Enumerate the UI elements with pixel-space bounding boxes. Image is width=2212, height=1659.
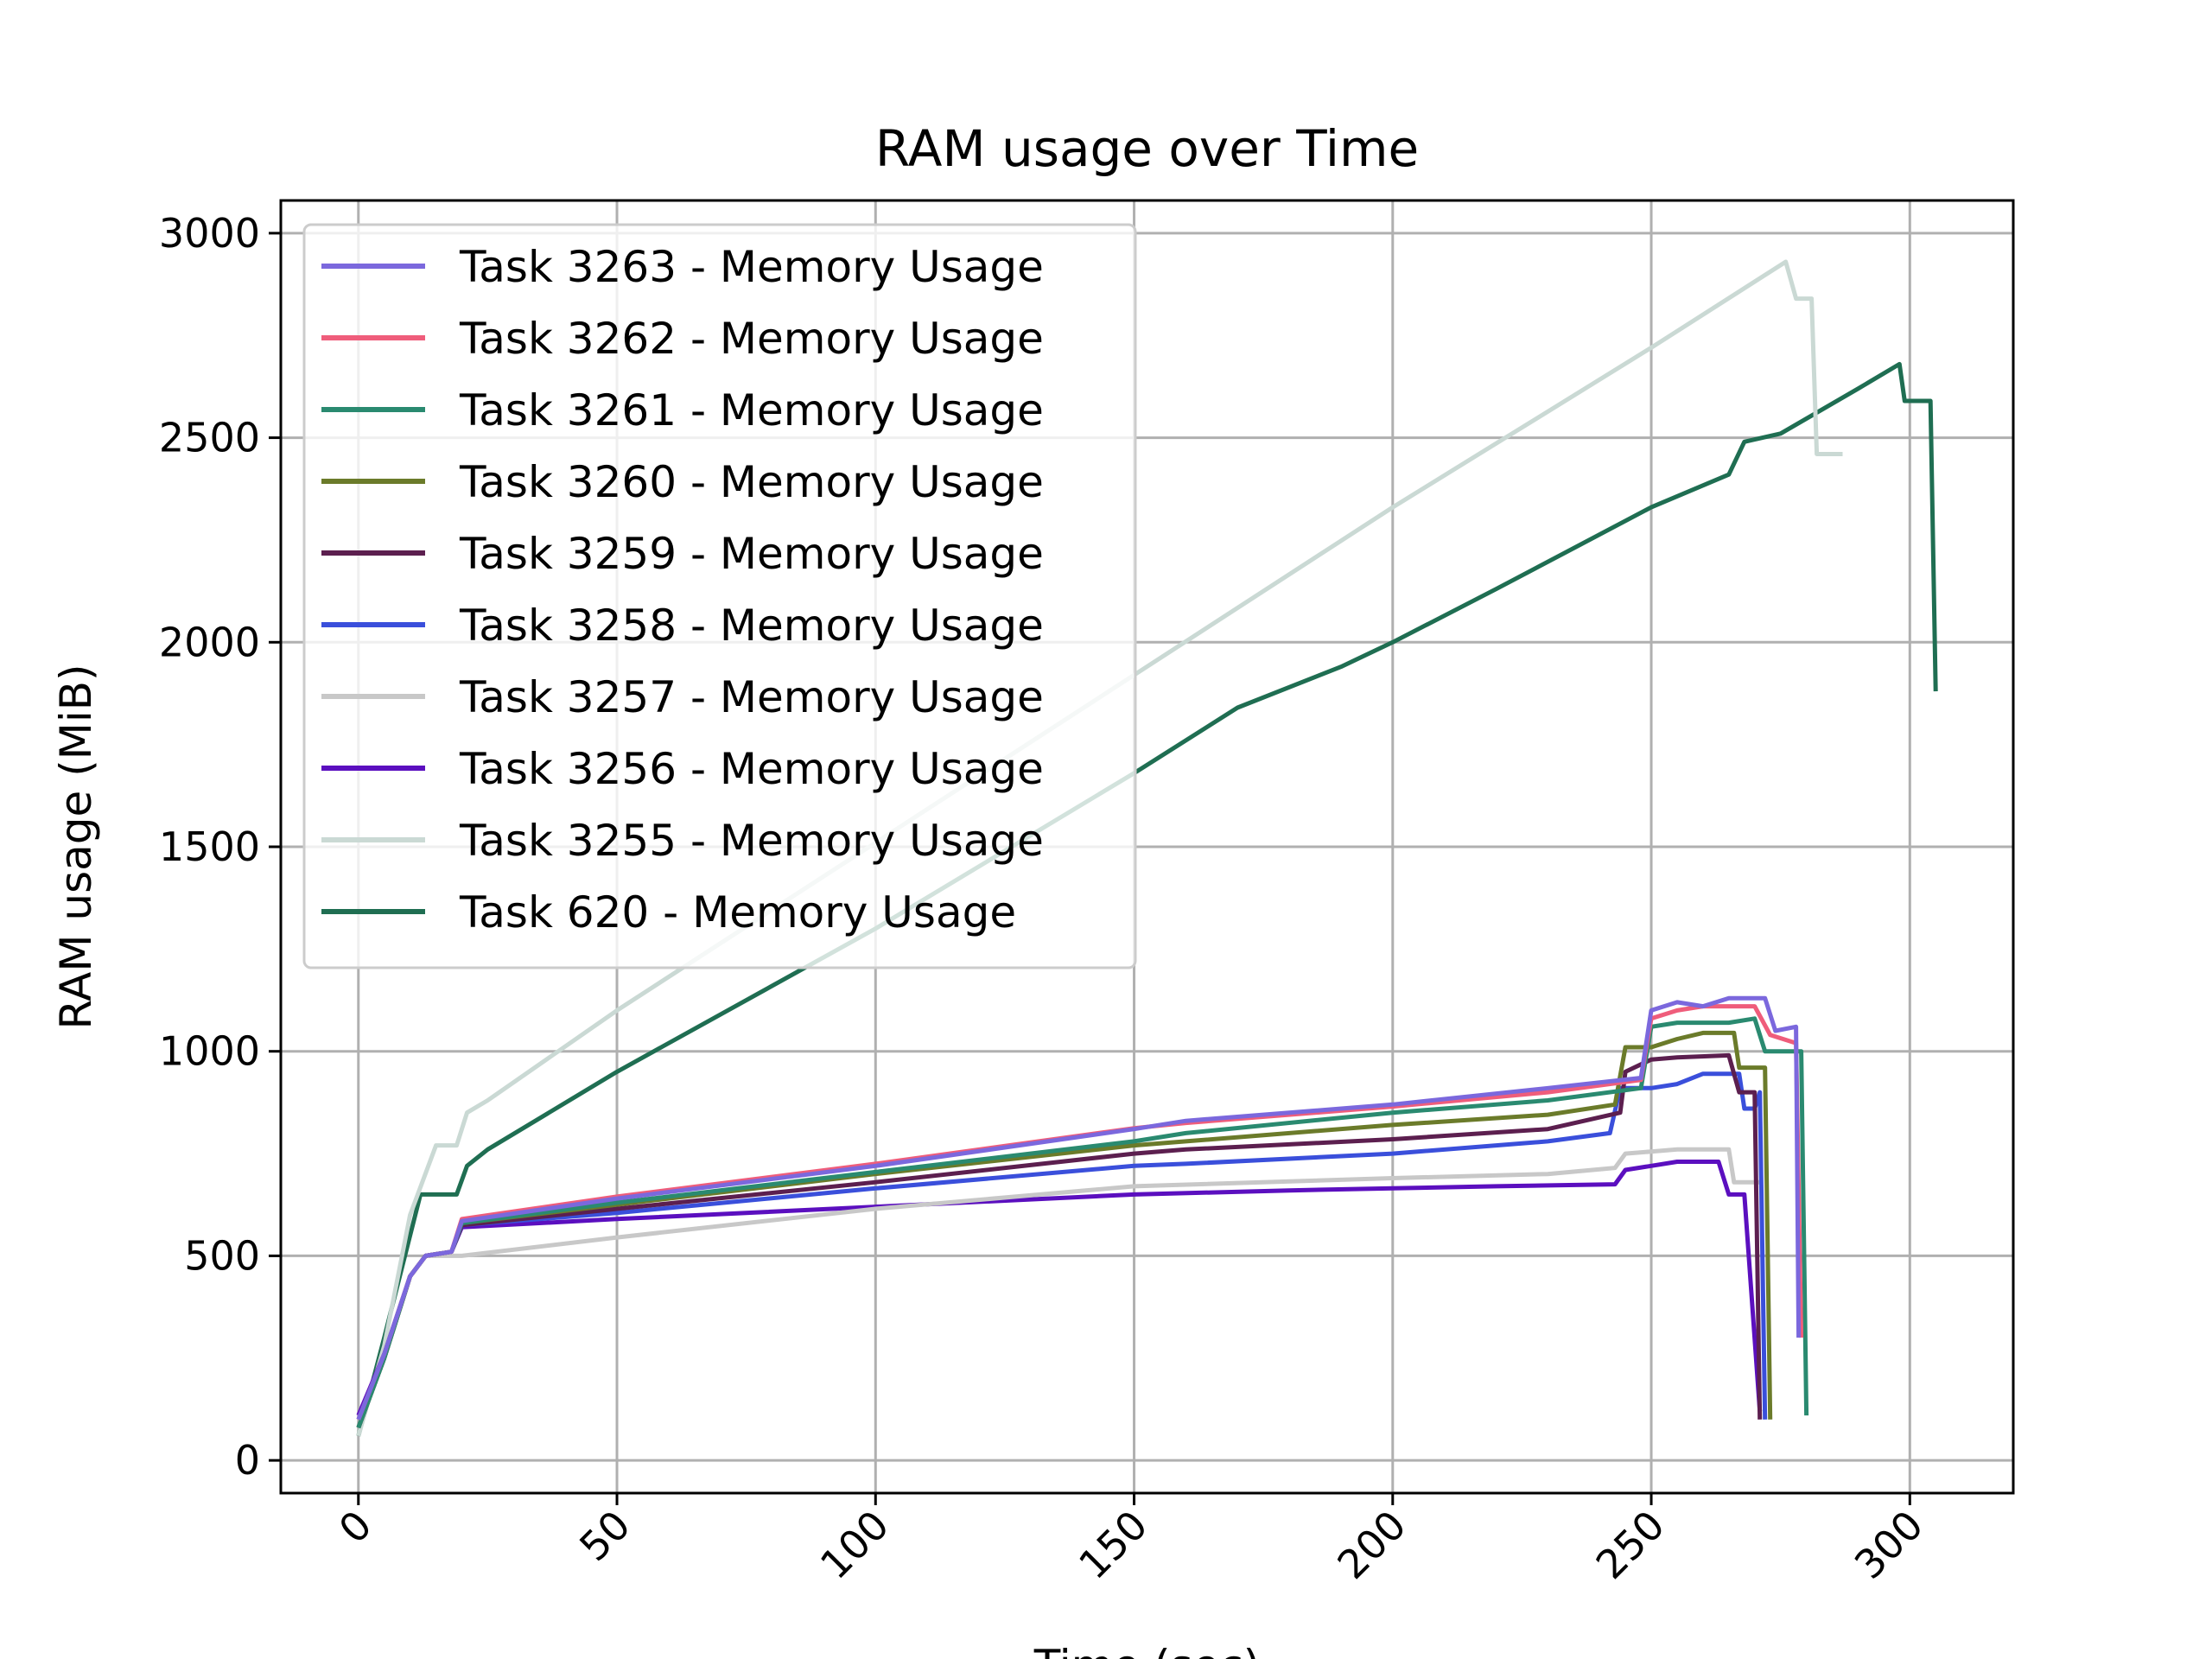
y-tick-label: 3000 — [159, 210, 260, 257]
legend-label: Task 3262 - Memory Usage — [459, 314, 1044, 364]
x-tick-label: 100 — [811, 1502, 898, 1588]
y-tick-label: 1000 — [159, 1028, 260, 1075]
y-tick-label: 0 — [235, 1437, 260, 1484]
x-tick-label: 250 — [1587, 1502, 1674, 1588]
legend-box — [302, 223, 1137, 969]
legend-label: Task 620 - Memory Usage — [459, 887, 1016, 938]
x-tick-label: 300 — [1846, 1502, 1932, 1588]
x-tick-label: 50 — [570, 1502, 639, 1571]
x-tick-label: 200 — [1328, 1502, 1414, 1588]
y-axis-label: RAM usage (MiB) — [51, 664, 101, 1029]
x-tick-label: 0 — [330, 1502, 381, 1553]
chart-title: RAM usage over Time — [875, 119, 1419, 178]
legend-label: Task 3258 - Memory Usage — [459, 601, 1044, 651]
y-tick-label: 500 — [184, 1232, 260, 1279]
y-tick-label: 1500 — [159, 823, 260, 870]
legend-label: Task 3257 - Memory Usage — [459, 672, 1044, 722]
y-tick-label: 2500 — [159, 415, 260, 461]
y-tick-label: 2000 — [159, 619, 260, 665]
x-axis-label: Time (sec) — [1033, 1641, 1261, 1659]
legend-label: Task 3259 - Memory Usage — [459, 529, 1044, 579]
series-lines — [356, 259, 1938, 1437]
legend-label: Task 3260 - Memory Usage — [459, 457, 1044, 507]
x-tick-label: 150 — [1070, 1502, 1156, 1588]
series-line — [356, 995, 1802, 1421]
series-line — [356, 361, 1938, 1437]
series-line — [356, 1160, 1763, 1417]
legend-label: Task 3256 - Memory Usage — [459, 744, 1044, 794]
legend-label: Task 3255 - Memory Usage — [459, 816, 1044, 866]
legend: Task 3263 - Memory Usage Task 3262 - Memo… — [302, 223, 1137, 969]
series-line — [356, 1147, 1760, 1429]
legend-label: Task 3263 - Memory Usage — [459, 242, 1044, 292]
legend-label: Task 3261 - Memory Usage — [459, 385, 1044, 435]
